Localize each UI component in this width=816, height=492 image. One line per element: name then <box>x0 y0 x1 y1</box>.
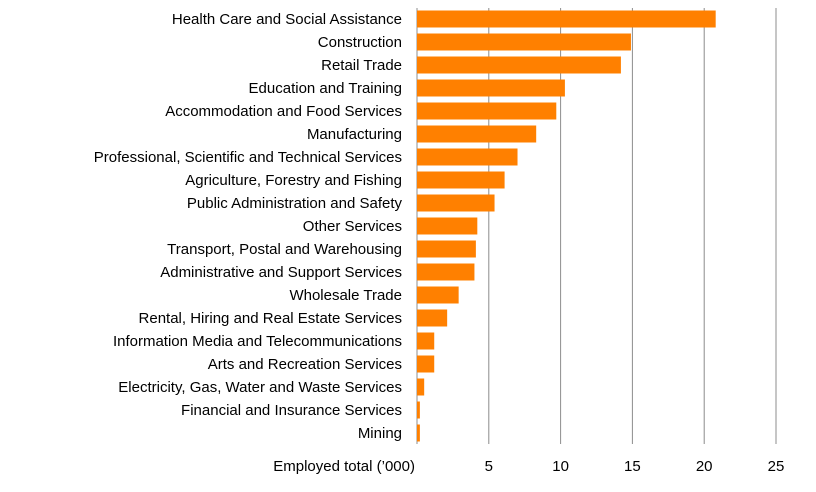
bar <box>417 79 565 97</box>
bar <box>417 378 425 396</box>
bar <box>417 309 448 327</box>
x-tick-label: 15 <box>624 458 641 475</box>
bar <box>417 56 621 74</box>
category-label: Transport, Postal and Warehousing <box>167 241 402 258</box>
bar <box>417 10 716 28</box>
category-labels: Health Care and Social Assistance Constru… <box>94 11 403 442</box>
category-label: Wholesale Trade <box>289 287 402 304</box>
bar <box>417 194 495 212</box>
category-label: Other Services <box>303 218 402 235</box>
bar <box>417 171 505 189</box>
category-label: Manufacturing <box>307 126 402 143</box>
category-label: Construction <box>318 34 402 51</box>
category-label: Public Administration and Safety <box>187 195 403 212</box>
bar <box>417 148 518 166</box>
x-tick-label: 5 <box>485 458 493 475</box>
category-label: Retail Trade <box>321 57 402 74</box>
category-label: Rental, Hiring and Real Estate Services <box>139 310 402 327</box>
bar <box>417 102 557 120</box>
category-label: Information Media and Telecommunications <box>113 333 402 350</box>
category-label: Professional, Scientific and Technical S… <box>94 149 402 166</box>
bar <box>417 401 420 419</box>
bar <box>417 125 537 143</box>
category-label: Accommodation and Food Services <box>165 103 402 120</box>
bar <box>417 263 475 281</box>
bars <box>417 10 716 442</box>
category-label: Administrative and Support Services <box>160 264 402 281</box>
x-axis-title: Employed total (’000) <box>273 458 415 475</box>
bar <box>417 424 420 442</box>
category-label: Electricity, Gas, Water and Waste Servic… <box>118 379 402 396</box>
category-label: Financial and Insurance Services <box>181 402 402 419</box>
bar <box>417 217 478 235</box>
x-tick-label: 10 <box>552 458 569 475</box>
category-label: Mining <box>358 425 402 442</box>
bar <box>417 286 459 304</box>
x-tick-labels: 5 10 15 20 25 <box>485 458 785 475</box>
x-tick-label: 25 <box>768 458 785 475</box>
x-tick-label: 20 <box>696 458 713 475</box>
category-label: Health Care and Social Assistance <box>172 11 402 28</box>
bar <box>417 355 435 373</box>
bar <box>417 33 631 51</box>
category-label: Agriculture, Forestry and Fishing <box>185 172 402 189</box>
bar <box>417 240 476 258</box>
category-label: Education and Training <box>249 80 402 97</box>
category-label: Arts and Recreation Services <box>208 356 402 373</box>
bar <box>417 332 435 350</box>
